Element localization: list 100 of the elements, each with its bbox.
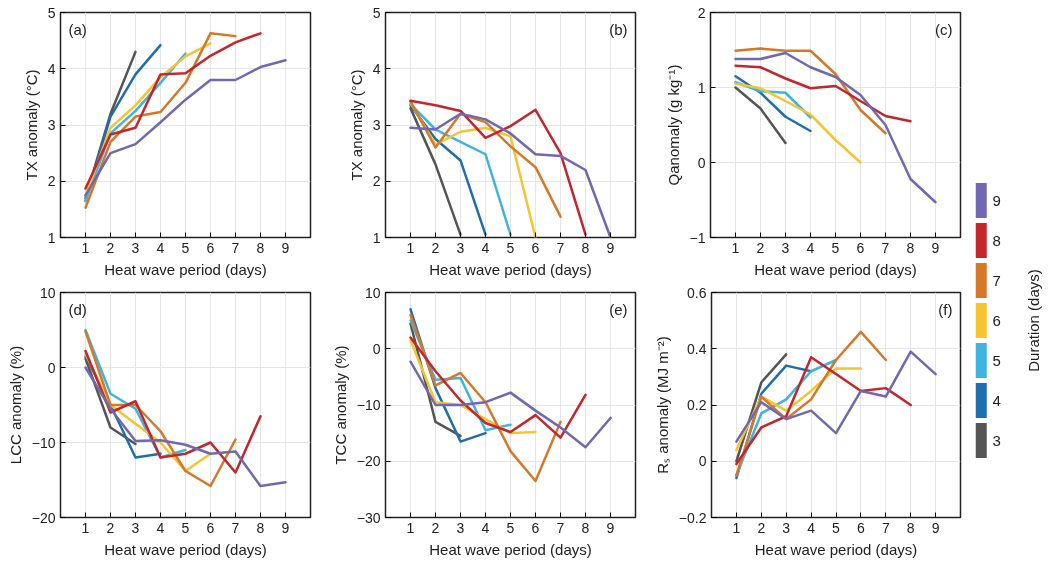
y-tick-label: 0.2 bbox=[687, 397, 707, 413]
y-tick-label: 0.6 bbox=[687, 284, 707, 301]
x-tick-label: 1 bbox=[731, 239, 740, 256]
x-axis-title: Heat wave period (days) bbox=[104, 540, 267, 558]
y-tick-label: 4 bbox=[47, 60, 56, 77]
x-tick-label: 5 bbox=[181, 519, 190, 536]
y-tick-label: 3 bbox=[372, 117, 381, 133]
y-tick-label: 2 bbox=[697, 4, 706, 21]
x-tick-label: 2 bbox=[757, 519, 766, 536]
x-tick-label: 2 bbox=[106, 519, 115, 536]
y-tick-label: 5 bbox=[47, 4, 56, 21]
x-tick-label: 8 bbox=[256, 519, 265, 536]
y-tick-label: 0 bbox=[372, 340, 381, 357]
x-tick-label: 6 bbox=[856, 239, 865, 256]
x-tick-label: 2 bbox=[431, 519, 440, 536]
x-tick-label: 9 bbox=[606, 519, 615, 536]
y-tick-label: −20 bbox=[31, 509, 56, 526]
x-tick-label: 8 bbox=[581, 239, 590, 256]
y-axis-title: LCC anomaly (%) bbox=[6, 345, 24, 465]
x-tick-label: 4 bbox=[806, 239, 815, 256]
x-axis-title: Heat wave period (days) bbox=[104, 260, 267, 278]
x-tick-label: 9 bbox=[281, 519, 290, 536]
x-tick-label: 9 bbox=[931, 519, 940, 536]
legend-label: 4 bbox=[992, 391, 1001, 409]
text: (b) bbox=[609, 20, 628, 38]
x-tick-label: 8 bbox=[581, 519, 590, 536]
x-tick-label: 7 bbox=[881, 239, 890, 256]
y-tick-label: 1 bbox=[697, 79, 706, 96]
legend-label: 9 bbox=[992, 191, 1001, 209]
x-tick-label: 3 bbox=[781, 239, 790, 256]
x-tick-label: 5 bbox=[506, 239, 515, 256]
x-tick-label: 6 bbox=[206, 519, 215, 536]
y-tick-label: −0.2 bbox=[678, 509, 707, 526]
x-tick-label: 1 bbox=[81, 519, 90, 536]
y-tick-label: 2 bbox=[47, 173, 56, 190]
x-tick-label: 6 bbox=[857, 519, 866, 536]
y-tick-label: 0.4 bbox=[687, 340, 707, 357]
text: (e) bbox=[609, 300, 628, 318]
x-tick-label: 7 bbox=[231, 239, 240, 256]
y-tick-label: 0 bbox=[47, 359, 56, 376]
y-tick-label: 5 bbox=[372, 4, 381, 21]
x-tick-label: 7 bbox=[556, 519, 565, 536]
x-tick-label: 7 bbox=[556, 239, 565, 256]
x-tick-label: 9 bbox=[606, 239, 615, 256]
y-axis-title: TX anomaly (°C) bbox=[347, 69, 365, 181]
y-axis-title: Rₛ anomaly (MJ m⁻²) bbox=[653, 336, 671, 474]
x-tick-label: 6 bbox=[531, 519, 540, 536]
x-tick-label: 3 bbox=[456, 519, 465, 536]
legend-label: 5 bbox=[992, 351, 1001, 369]
y-tick-label: 0 bbox=[697, 154, 706, 171]
x-tick-label: 3 bbox=[456, 239, 465, 256]
x-tick-label: 4 bbox=[807, 519, 816, 536]
x-tick-label: 1 bbox=[406, 239, 415, 256]
text: (a) bbox=[68, 20, 87, 38]
y-tick-label: 3 bbox=[47, 117, 56, 133]
x-tick-label: 9 bbox=[931, 239, 940, 256]
x-tick-label: 7 bbox=[231, 519, 240, 536]
x-tick-label: 1 bbox=[732, 519, 741, 536]
y-axis-title: TCC anomaly (%) bbox=[331, 345, 349, 465]
x-tick-label: 9 bbox=[281, 239, 290, 256]
y-tick-label: 4 bbox=[372, 60, 381, 77]
x-tick-label: 8 bbox=[256, 239, 265, 256]
x-tick-label: 8 bbox=[906, 519, 915, 536]
legend-label: 6 bbox=[992, 311, 1001, 329]
x-tick-label: 3 bbox=[131, 519, 140, 536]
legend-title: Duration (days) bbox=[1025, 269, 1043, 372]
y-tick-label: −1 bbox=[689, 229, 706, 246]
legend-label: 7 bbox=[992, 271, 1001, 289]
x-tick-label: 2 bbox=[756, 239, 765, 256]
x-axis-title: Heat wave period (days) bbox=[754, 540, 918, 558]
x-tick-label: 4 bbox=[481, 239, 490, 256]
x-tick-label: 3 bbox=[782, 519, 791, 536]
y-tick-label: 10 bbox=[39, 284, 56, 301]
y-tick-label: −10 bbox=[31, 434, 56, 451]
x-tick-label: 4 bbox=[481, 519, 490, 536]
x-tick-label: 5 bbox=[831, 239, 840, 256]
text: (d) bbox=[68, 300, 87, 318]
text: (c) bbox=[935, 20, 953, 38]
legend-label: 3 bbox=[992, 431, 1001, 449]
x-axis-title: Heat wave period (days) bbox=[429, 260, 592, 278]
text: (f) bbox=[938, 300, 953, 318]
x-tick-label: 7 bbox=[881, 519, 890, 536]
x-tick-label: 1 bbox=[81, 239, 90, 256]
y-tick-label: −30 bbox=[356, 509, 381, 526]
x-tick-label: 4 bbox=[156, 519, 165, 536]
x-axis-title: Heat wave period (days) bbox=[754, 260, 917, 278]
x-tick-label: 2 bbox=[106, 239, 115, 256]
x-tick-label: 6 bbox=[206, 239, 215, 256]
x-tick-label: 2 bbox=[431, 239, 440, 256]
x-tick-label: 4 bbox=[156, 239, 165, 256]
x-tick-label: 8 bbox=[906, 239, 915, 256]
x-tick-label: 6 bbox=[531, 239, 540, 256]
y-axis-title: Qanomaly (g kg⁻¹) bbox=[664, 64, 682, 186]
y-axis-title: TX anomaly (°C) bbox=[22, 69, 40, 181]
y-tick-label: −20 bbox=[356, 453, 381, 470]
x-tick-label: 1 bbox=[406, 519, 415, 536]
y-tick-label: 2 bbox=[372, 173, 381, 190]
x-tick-label: 3 bbox=[131, 239, 140, 256]
y-tick-label: −10 bbox=[356, 397, 381, 413]
x-tick-label: 5 bbox=[181, 239, 190, 256]
